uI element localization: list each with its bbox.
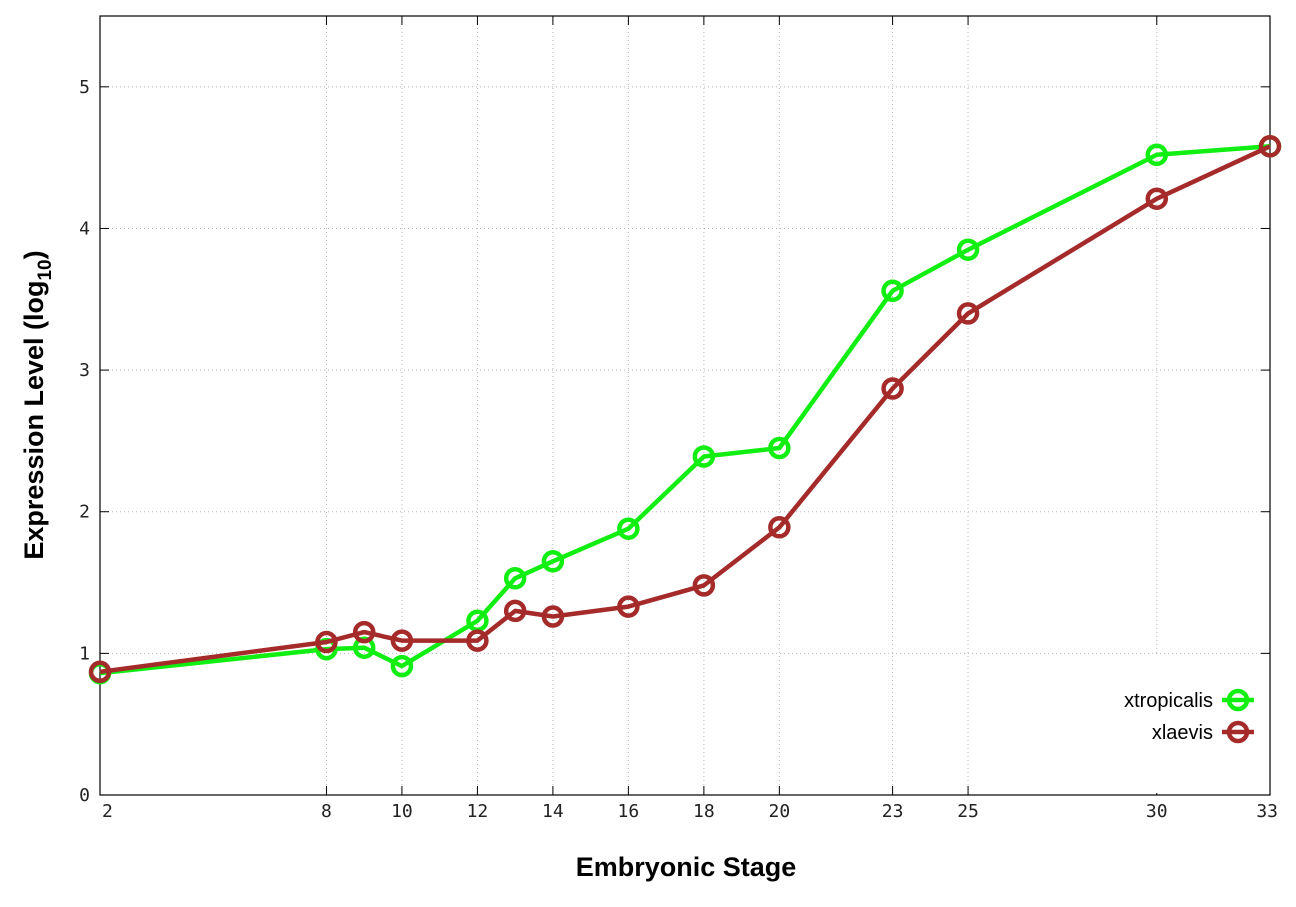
plot-frame [99,15,1271,796]
y-tick-label: 5 [79,77,90,98]
data-point [390,654,414,678]
series-line [99,144,1271,675]
x-tick-label: 8 [321,801,332,822]
x-tick-label: 14 [542,801,564,822]
series-group [88,135,1282,685]
legend: xtropicalis xlaevis [1072,655,1268,793]
x-tick-label: 10 [391,801,413,822]
legend-item: xlaevis [1152,720,1254,744]
legend-label: xtropicalis [1124,690,1213,712]
data-point [352,636,376,659]
grid [100,16,1270,795]
y-axis-title-main: Expression Level (log [19,281,49,560]
x-tick-label: 12 [467,801,489,822]
y-tick-label: 3 [79,360,90,381]
data-point [617,595,640,618]
data-point [768,436,791,460]
y-tick-label: 2 [79,502,90,523]
x-tick-label: 18 [693,801,715,822]
x-axis-title: Embryonic Stage [576,852,797,882]
data-point [956,302,980,325]
data-point [768,516,791,539]
x-tick-label: 33 [1256,801,1278,822]
data-point [956,238,980,261]
y-tick-label: 4 [79,218,90,239]
y-axis-title: Expression Level (log10) [19,250,56,559]
legend-swatch-marker [1226,688,1250,712]
series-line [99,144,1271,676]
data-point [617,517,640,540]
data-point [692,574,716,597]
data-point [1145,143,1169,167]
x-tick-label: 25 [957,801,979,822]
data-point [503,599,527,623]
data-point [390,629,414,652]
data-point [352,620,376,644]
data-point [1145,187,1169,210]
y-axis-title-subscript: 10 [35,259,56,280]
data-point [503,567,527,590]
x-tick-label: 16 [618,801,640,822]
data-point [881,279,904,303]
y-tick-label: 0 [79,785,90,806]
y-tick-label: 1 [79,643,90,664]
legend-item: xtropicalis [1124,688,1254,712]
y-axis-title-end: ) [19,250,49,259]
data-point [541,605,565,628]
data-point [881,377,904,400]
data-point [88,660,112,684]
series-xlaevis [88,135,1282,684]
x-tick-label: 23 [882,801,904,822]
data-point [541,550,565,573]
x-tick-label: 20 [769,801,791,822]
series-xtropicalis [88,135,1282,685]
legend-label: xlaevis [1152,722,1213,744]
data-point [315,630,338,654]
data-point [466,629,489,652]
x-tick-label: 30 [1146,801,1168,822]
x-tick-label: 2 [102,801,113,822]
legend-swatch-marker [1226,720,1250,744]
data-point [1258,135,1282,158]
data-point [692,445,716,468]
